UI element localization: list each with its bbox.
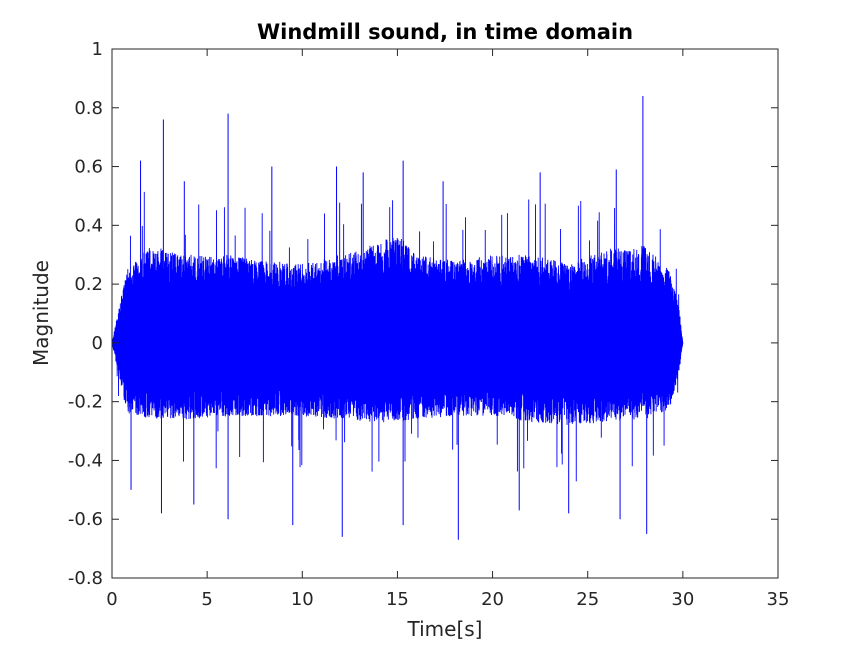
y-tick-label: 0 [92,333,103,354]
y-tick-label: 0.8 [74,98,103,119]
x-tick-label: 30 [671,589,694,610]
x-tick-label: 20 [481,589,504,610]
y-tick-label: -0.2 [68,392,103,413]
x-axis: 0 5 10 15 20 25 30 35 [106,49,789,610]
y-axis: -0.8 -0.6 -0.4 -0.2 0 0.2 0.4 0.6 0.8 1 [68,39,778,589]
signal-line [111,191,684,482]
y-tick-label: 0.2 [74,274,103,295]
y-tick-label: 0.4 [74,215,103,236]
y-tick-label: 0.6 [74,157,103,178]
x-tick-label: 15 [386,589,409,610]
x-tick-label: 5 [201,589,212,610]
y-tick-label: 1 [92,39,103,60]
y-tick-label: -0.6 [68,509,103,530]
x-tick-label: 10 [291,589,314,610]
chart-title: Windmill sound, in time domain [257,20,633,44]
x-tick-label: 25 [576,589,599,610]
plot-frame [111,48,779,579]
x-tick-label: 35 [767,589,790,610]
y-tick-label: -0.8 [68,568,103,589]
signal-layer [111,96,684,540]
y-axis-label: Magnitude [29,260,53,366]
y-tick-label: -0.4 [68,450,103,471]
x-tick-label: 0 [106,589,117,610]
x-axis-label: Time[s] [407,617,483,641]
